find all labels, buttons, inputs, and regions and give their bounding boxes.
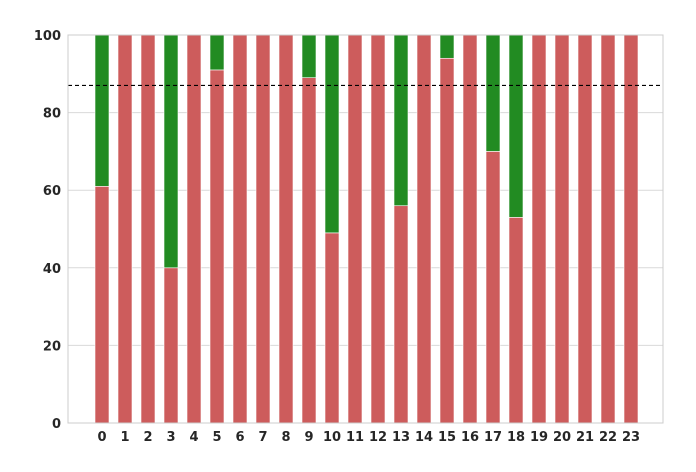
y-tick-label-100: 100 (34, 29, 61, 44)
bar-11-series-0 (347, 34, 363, 424)
bar-15-series-0 (439, 57, 455, 424)
bar-2-series-0 (140, 34, 156, 424)
y-axis-ticks: 0 20 40 60 80 100 (34, 29, 61, 432)
x-tick-label-4: 4 (189, 430, 198, 445)
bar-7-series-0 (255, 34, 271, 424)
x-tick-label-22: 22 (599, 430, 617, 445)
y-tick-label-20: 20 (43, 339, 61, 354)
x-tick-label-15: 15 (438, 430, 456, 445)
bars (94, 34, 639, 424)
bar-17-series-0 (485, 151, 501, 424)
y-tick-label-60: 60 (43, 184, 61, 199)
bar-16-series-0 (462, 34, 478, 424)
bar-5-series-0 (209, 69, 225, 424)
bar-18-series-0 (508, 217, 524, 424)
x-tick-label-23: 23 (622, 430, 640, 445)
bar-1-series-0 (117, 34, 133, 424)
x-tick-label-21: 21 (576, 430, 594, 445)
bar-13-series-1 (393, 34, 409, 207)
bar-6-series-0 (232, 34, 248, 424)
bar-22-series-0 (600, 34, 616, 424)
y-tick-label-80: 80 (43, 107, 61, 122)
bar-18-series-1 (508, 34, 524, 218)
x-tick-label-2: 2 (143, 430, 152, 445)
x-tick-label-10: 10 (323, 430, 341, 445)
bar-0-series-0 (94, 186, 110, 424)
x-tick-label-16: 16 (461, 430, 479, 445)
x-tick-label-7: 7 (258, 430, 267, 445)
bar-14-series-0 (416, 34, 432, 424)
bar-15-series-1 (439, 34, 455, 59)
x-tick-label-9: 9 (304, 430, 313, 445)
x-tick-label-19: 19 (530, 430, 548, 445)
bar-12-series-0 (370, 34, 386, 424)
y-gridlines (68, 112, 663, 346)
x-tick-label-13: 13 (392, 430, 410, 445)
bar-23-series-0 (623, 34, 639, 424)
x-tick-label-3: 3 (166, 430, 175, 445)
x-tick-label-18: 18 (507, 430, 525, 445)
x-tick-label-17: 17 (484, 430, 502, 445)
bar-3-series-1 (163, 34, 179, 269)
y-tick-label-40: 40 (43, 262, 61, 277)
x-tick-label-0: 0 (97, 430, 106, 445)
x-tick-label-14: 14 (415, 430, 433, 445)
bar-10-series-1 (324, 34, 340, 234)
x-tick-label-12: 12 (369, 430, 387, 445)
bar-13-series-0 (393, 205, 409, 424)
bar-10-series-0 (324, 232, 340, 424)
x-axis-ticks: 0 1 2 3 4 5 6 7 8 9 10 11 12 13 14 15 16 17 18 19 20 21 22 23 (97, 430, 640, 445)
bar-8-series-0 (278, 34, 294, 424)
x-tick-label-8: 8 (281, 430, 290, 445)
bar-21-series-0 (577, 34, 593, 424)
bar-17-series-1 (485, 34, 501, 152)
x-tick-label-1: 1 (120, 430, 129, 445)
bar-0-series-1 (94, 34, 110, 187)
bar-20-series-0 (554, 34, 570, 424)
bar-3-series-0 (163, 267, 179, 424)
plot-frame (67, 34, 664, 424)
x-tick-label-5: 5 (212, 430, 221, 445)
bar-9-series-0 (301, 77, 317, 424)
bar-19-series-0 (531, 34, 547, 424)
bar-9-series-1 (301, 34, 317, 78)
x-tick-label-6: 6 (235, 430, 244, 445)
y-tick-label-0: 0 (52, 417, 61, 432)
x-tick-label-11: 11 (346, 430, 364, 445)
bar-5-series-1 (209, 34, 225, 71)
x-tick-label-20: 20 (553, 430, 571, 445)
bar-4-series-0 (186, 34, 202, 424)
